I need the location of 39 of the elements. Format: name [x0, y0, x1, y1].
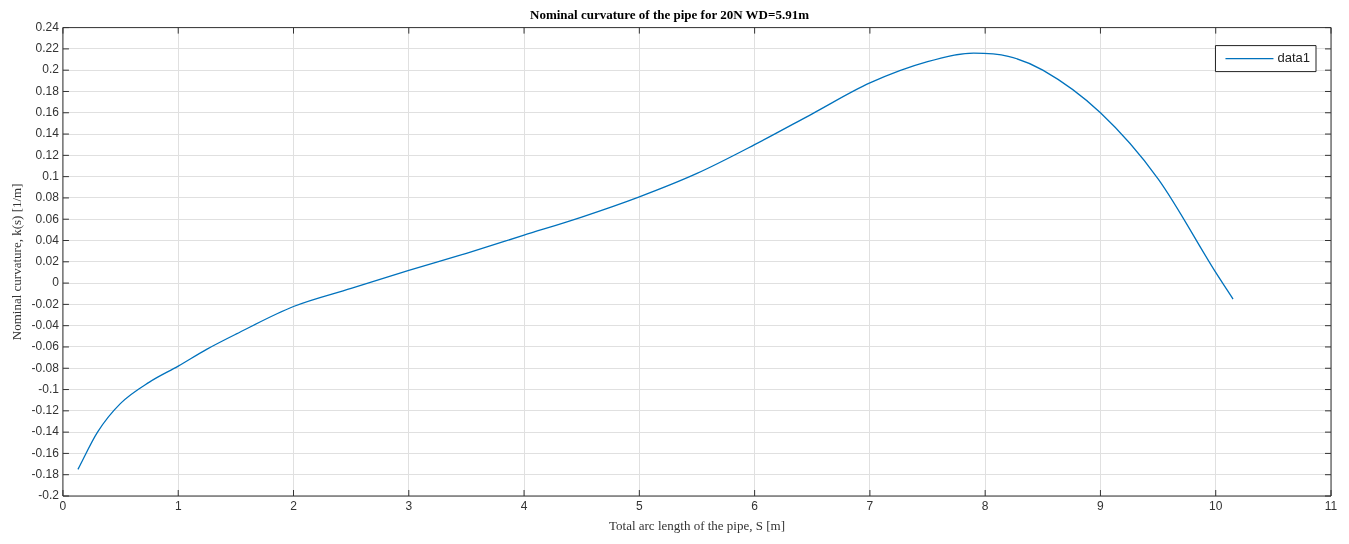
y-tick-label: -0.02 [31, 296, 60, 311]
y-tick-label: 0.18 [35, 83, 60, 98]
y-tick-label: -0.06 [31, 339, 60, 354]
y-tick-label: 0.16 [35, 105, 60, 120]
x-axis-title: Total arc length of the pipe, S [m] [608, 517, 785, 533]
y-tick-label: 0.1 [42, 168, 60, 183]
x-tick-label: 3 [405, 498, 413, 513]
x-tick-label: 6 [751, 498, 759, 513]
x-tick-label: 10 [1209, 498, 1223, 513]
y-tick-label: 0.14 [35, 126, 60, 141]
y-tick-label: 0.2 [42, 62, 60, 77]
y-axis-title: Nominal curvature, k(s) [1/m] [9, 183, 25, 341]
x-tick-label: 9 [1097, 498, 1105, 513]
x-tick-label: 11 [1324, 498, 1338, 513]
y-tick-label: -0.1 [38, 381, 60, 396]
y-tick-label: -0.08 [31, 360, 60, 375]
x-tick-label: 7 [866, 498, 874, 513]
y-tick-label: -0.04 [31, 317, 60, 332]
y-tick-label: 0 [52, 275, 60, 290]
y-tick-label: -0.16 [31, 445, 60, 460]
line-series [77, 52, 1234, 471]
y-tick-label: 0.06 [35, 211, 60, 226]
x-tick-label: 5 [635, 498, 643, 513]
y-tick-label: 0.02 [35, 254, 60, 269]
y-tick-label: 0.04 [35, 232, 60, 247]
y-tick-label: 0.08 [35, 190, 60, 205]
legend-label: data1 [1277, 50, 1311, 66]
y-tick-label: 0.12 [35, 147, 60, 162]
y-tick-label: -0.2 [38, 488, 60, 503]
y-tick-label: -0.12 [31, 403, 60, 418]
y-tick-label: -0.14 [31, 424, 60, 439]
y-tick-label: -0.18 [31, 467, 60, 482]
x-tick-label: 2 [290, 498, 298, 513]
y-tick-label: 0.22 [35, 41, 60, 56]
chart-title: Nominal curvature of the pipe for 20N WD=5.91m [530, 7, 810, 23]
y-tick-label: 0.24 [35, 19, 60, 34]
x-tick-label: 8 [981, 498, 989, 513]
x-tick-label: 1 [174, 498, 182, 513]
x-tick-label: 4 [520, 498, 528, 513]
